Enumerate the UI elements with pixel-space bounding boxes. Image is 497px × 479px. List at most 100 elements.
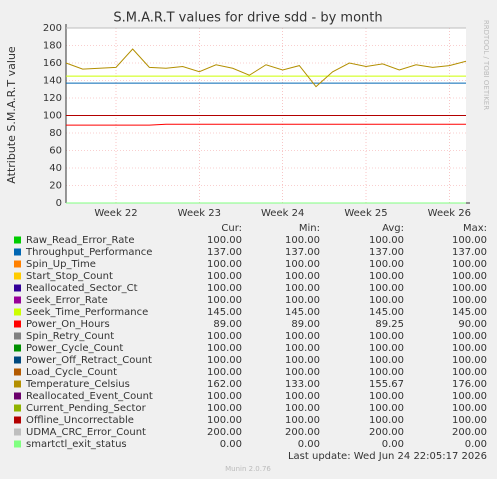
legend-stat: 100.00 — [452, 295, 487, 306]
legend-stat: 0.00 — [465, 439, 487, 450]
legend-swatch — [14, 248, 21, 256]
legend-stat: 200.00 — [285, 427, 320, 438]
legend-swatch — [14, 308, 21, 316]
legend-swatch — [14, 380, 21, 388]
legend-stat: 100.00 — [207, 283, 242, 294]
legend-swatch — [14, 272, 21, 280]
legend-label: Throughput_Performance — [25, 247, 152, 258]
legend-stat: 100.00 — [452, 271, 487, 282]
last-update: Last update: Wed Jun 24 22:05:17 2026 — [288, 451, 487, 462]
legend-stat: 100.00 — [369, 259, 404, 270]
legend-stat: 137.00 — [207, 247, 242, 258]
legend-stat: 100.00 — [285, 343, 320, 354]
legend-stat: 100.00 — [452, 259, 487, 270]
footer: Munin 2.0.76 — [225, 465, 271, 473]
legend-stat: 100.00 — [369, 343, 404, 354]
legend-stat: 145.00 — [452, 307, 487, 318]
legend-stat: 100.00 — [285, 403, 320, 414]
legend-stat: 100.00 — [452, 283, 487, 294]
y-tick-label: 60 — [49, 146, 62, 157]
legend-label: Start_Stop_Count — [26, 271, 113, 282]
legend-stat: 100.00 — [285, 415, 320, 426]
legend-stat: 100.00 — [207, 331, 242, 342]
legend-swatch — [14, 344, 21, 352]
legend-stat: 100.00 — [452, 355, 487, 366]
legend-label: Seek_Error_Rate — [26, 295, 108, 306]
legend-stat: 100.00 — [369, 295, 404, 306]
legend-swatch — [14, 260, 21, 268]
legend-stat: 100.00 — [285, 271, 320, 282]
legend-stat: 100.00 — [207, 235, 242, 246]
legend-label: Raw_Read_Error_Rate — [26, 235, 134, 246]
legend-header: Max: — [463, 223, 487, 234]
legend-header: Cur: — [221, 223, 242, 234]
y-tick-label: 100 — [43, 111, 62, 122]
chart-title: S.M.A.R.T values for drive sdd - by mont… — [113, 11, 382, 26]
legend-stat: 89.00 — [213, 319, 242, 330]
legend-stat: 100.00 — [285, 355, 320, 366]
legend-stat: 89.00 — [291, 319, 320, 330]
legend-stat: 137.00 — [369, 247, 404, 258]
legend-stat: 155.67 — [369, 379, 404, 390]
legend-stat: 137.00 — [452, 247, 487, 258]
legend-label: Current_Pending_Sector — [26, 403, 147, 414]
legend-swatch — [14, 236, 21, 244]
legend-label: Power_Cycle_Count — [26, 343, 123, 354]
legend-stat: 100.00 — [369, 415, 404, 426]
legend-stat: 100.00 — [452, 343, 487, 354]
y-tick-label: 160 — [43, 58, 62, 69]
legend-stat: 100.00 — [207, 295, 242, 306]
legend-stat: 100.00 — [452, 415, 487, 426]
legend-stat: 89.25 — [375, 319, 404, 330]
legend-label: Spin_Up_Time — [26, 259, 96, 270]
legend-header: Min: — [299, 223, 320, 234]
legend-stat: 100.00 — [207, 367, 242, 378]
legend-label: Load_Cycle_Count — [26, 367, 117, 378]
legend-stat: 100.00 — [285, 391, 320, 402]
legend-stat: 100.00 — [285, 367, 320, 378]
legend-stat: 100.00 — [452, 235, 487, 246]
legend-swatch — [14, 332, 21, 340]
legend-stat: 133.00 — [285, 379, 320, 390]
legend-stat: 100.00 — [207, 415, 242, 426]
legend-swatch — [14, 416, 21, 424]
legend-stat: 100.00 — [369, 367, 404, 378]
legend-swatch — [14, 296, 21, 304]
legend-swatch — [14, 392, 21, 400]
x-tick-label: Week 23 — [178, 208, 221, 219]
legend-stat: 100.00 — [452, 403, 487, 414]
y-tick-label: 180 — [43, 41, 62, 52]
legend-stat: 145.00 — [369, 307, 404, 318]
x-tick-label: Week 22 — [94, 208, 137, 219]
y-tick-label: 140 — [43, 76, 62, 87]
legend-stat: 145.00 — [285, 307, 320, 318]
legend-stat: 100.00 — [285, 295, 320, 306]
x-tick-label: Week 24 — [261, 208, 304, 219]
legend-label: Power_Off_Retract_Count — [26, 355, 152, 366]
legend-stat: 162.00 — [207, 379, 242, 390]
legend-swatch — [14, 320, 21, 328]
legend-swatch — [14, 428, 21, 436]
legend-label: Temperature_Celsius — [25, 379, 130, 390]
legend-stat: 100.00 — [369, 271, 404, 282]
legend-stat: 100.00 — [207, 271, 242, 282]
x-tick-label: Week 25 — [344, 208, 387, 219]
legend-stat: 100.00 — [207, 403, 242, 414]
y-tick-label: 120 — [43, 93, 62, 104]
legend-stat: 100.00 — [207, 391, 242, 402]
legend-stat: 100.00 — [452, 367, 487, 378]
legend-stat: 100.00 — [285, 283, 320, 294]
y-tick-label: 0 — [56, 198, 62, 209]
legend-stat: 137.00 — [285, 247, 320, 258]
legend-stat: 100.00 — [285, 259, 320, 270]
legend-label: Seek_Time_Performance — [26, 307, 148, 318]
legend-swatch — [14, 284, 21, 292]
legend-swatch — [14, 356, 21, 364]
legend-swatch — [14, 368, 21, 376]
side-note: RRDTOOL / TOBI OETIKER — [482, 20, 490, 110]
y-tick-label: 40 — [49, 163, 62, 174]
legend-label: Reallocated_Sector_Ct — [26, 283, 138, 294]
legend-label: UDMA_CRC_Error_Count — [26, 427, 146, 438]
legend-stat: 0.00 — [382, 439, 404, 450]
